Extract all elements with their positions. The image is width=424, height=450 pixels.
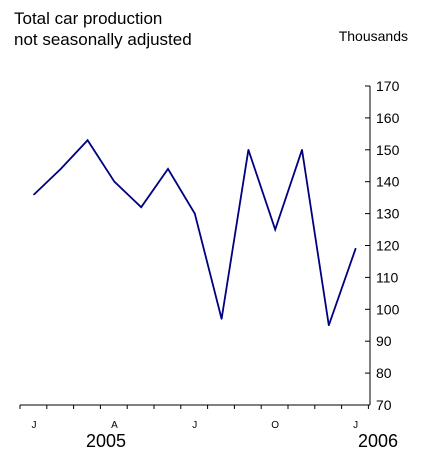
y-tick-label: 140 [376,174,400,190]
data-point [220,318,223,320]
series-line [33,138,357,326]
year-label: 2005 [86,431,126,450]
y-tick-label: 110 [376,269,399,285]
data-point [354,247,357,250]
y-tick-label: 130 [376,206,400,222]
data-point [301,149,303,151]
chart-title: Total car production not seasonally adju… [14,8,192,50]
chart-title-line-1: Total car production [14,9,163,28]
data-point [86,139,89,142]
data-point [328,324,330,327]
data-point [247,149,250,151]
x-tick-label: O [271,420,279,431]
unit-label: Thousands [338,28,408,44]
data-point [167,168,169,170]
x-tick-label: J [32,420,37,431]
data-point [113,180,116,183]
data-point [274,228,277,231]
y-tick-label: 150 [376,142,400,158]
data-point [60,168,62,170]
chart-title-line-2: not seasonally adjusted [14,30,192,49]
y-tick-label: 160 [376,110,400,126]
year-label: 2006 [358,431,398,450]
y-tick-label: 100 [376,301,400,317]
y-tick-label: 120 [376,238,400,254]
x-tick-label: A [111,420,118,431]
y-tick-label: 70 [376,397,392,413]
y-tick-label: 80 [376,365,392,381]
data-point [33,193,35,196]
data-point [140,206,142,209]
x-tick-label: J [353,420,358,431]
x-tick-label: J [192,420,197,431]
y-tick-label: 170 [376,78,400,94]
y-tick-label: 90 [376,333,392,349]
data-point [194,212,196,215]
